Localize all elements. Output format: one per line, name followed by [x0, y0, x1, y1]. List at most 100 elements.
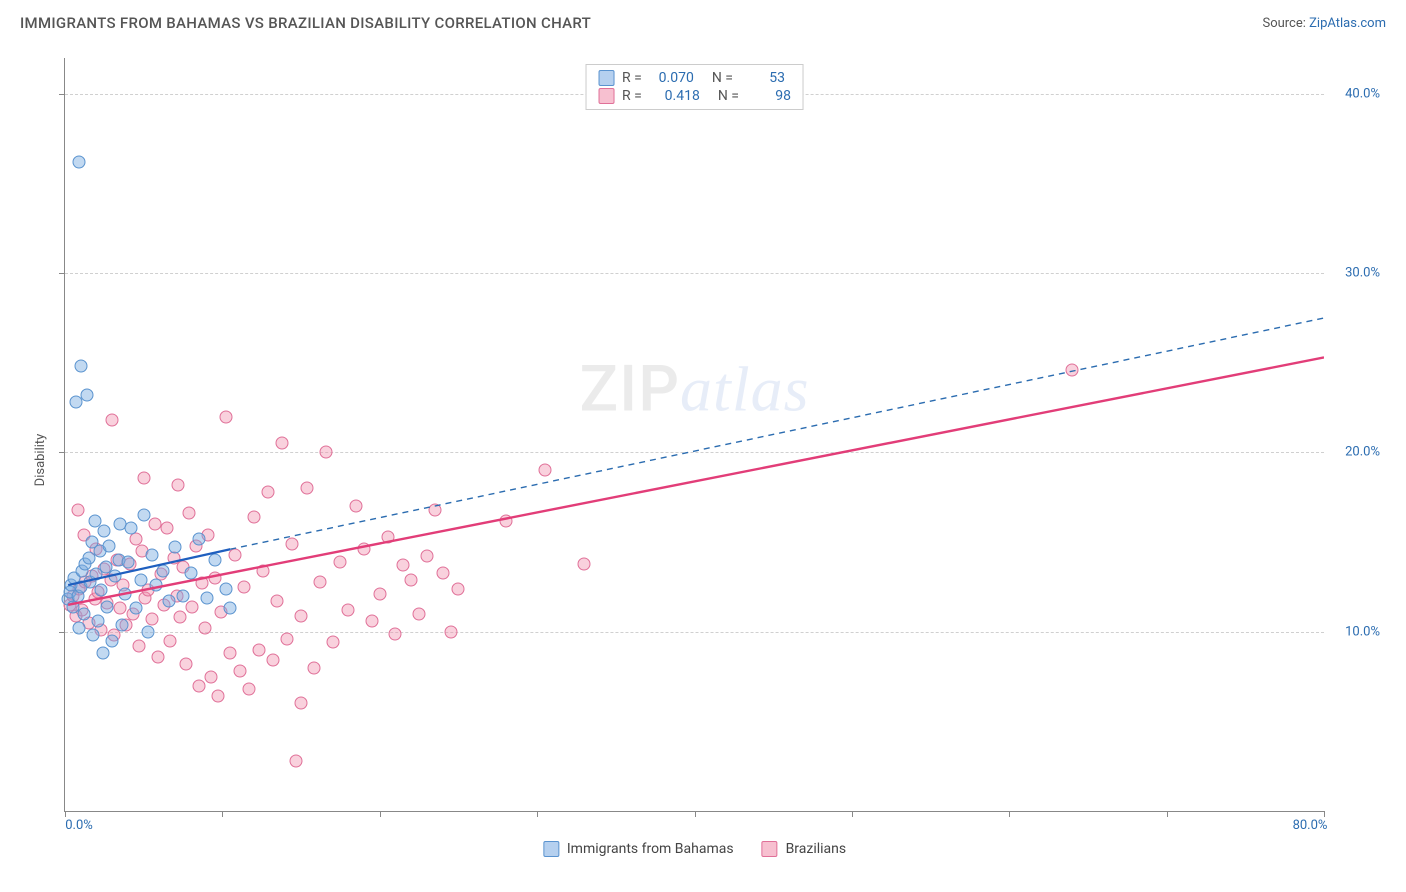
xtick: [1009, 811, 1010, 817]
data-point-pink: [326, 636, 339, 649]
data-point-pink: [313, 575, 326, 588]
data-point-pink: [389, 627, 402, 640]
data-point-blue: [118, 588, 131, 601]
chart-title: IMMIGRANTS FROM BAHAMAS VS BRAZILIAN DIS…: [20, 14, 591, 32]
gridline-h: [65, 452, 1324, 453]
data-point-pink: [307, 661, 320, 674]
data-point-pink: [164, 634, 177, 647]
data-point-blue: [224, 602, 237, 615]
data-point-blue: [142, 625, 155, 638]
data-point-pink: [180, 658, 193, 671]
data-point-pink: [228, 548, 241, 561]
data-point-pink: [199, 622, 212, 635]
data-point-blue: [125, 521, 138, 534]
data-point-blue: [134, 573, 147, 586]
data-point-pink: [224, 647, 237, 660]
y-axis-label: Disability: [33, 434, 48, 487]
watermark-left: ZIP: [579, 352, 680, 427]
data-point-blue: [192, 532, 205, 545]
data-point-pink: [205, 670, 218, 683]
data-point-pink: [114, 602, 127, 615]
data-point-blue: [129, 602, 142, 615]
gridline-h: [65, 632, 1324, 633]
legend-swatch-blue: [598, 70, 614, 86]
data-point-pink: [151, 650, 164, 663]
ytick: [59, 94, 65, 95]
data-point-pink: [145, 613, 158, 626]
data-point-pink: [247, 510, 260, 523]
xtick: [380, 811, 381, 817]
data-point-blue: [96, 647, 109, 660]
data-point-blue: [98, 525, 111, 538]
data-point-pink: [295, 609, 308, 622]
xtick: [695, 811, 696, 817]
data-point-blue: [219, 582, 232, 595]
legend-label-blue: Immigrants from Bahamas: [567, 841, 734, 857]
data-point-pink: [365, 614, 378, 627]
legend-n-label: N =: [712, 70, 733, 86]
legend-swatch-pink: [762, 841, 778, 857]
data-point-pink: [428, 503, 441, 516]
data-point-pink: [262, 485, 275, 498]
data-point-pink: [219, 410, 232, 423]
data-point-blue: [77, 607, 90, 620]
legend-item-blue: Immigrants from Bahamas: [543, 841, 734, 857]
data-point-pink: [243, 683, 256, 696]
legend-r-label: R =: [622, 70, 642, 86]
trend-lines-layer: [65, 58, 1324, 811]
legend-r-label: R =: [622, 88, 642, 104]
correlation-legend: R = 0.070 N = 53 R = 0.418 N = 98: [585, 64, 804, 110]
data-point-blue: [208, 554, 221, 567]
legend-row-pink: R = 0.418 N = 98: [598, 87, 791, 105]
legend-row-blue: R = 0.070 N = 53: [598, 69, 791, 87]
data-point-pink: [295, 697, 308, 710]
data-point-pink: [373, 588, 386, 601]
data-point-pink: [301, 482, 314, 495]
data-point-blue: [106, 634, 119, 647]
legend-swatch-blue: [543, 841, 559, 857]
ytick: [59, 632, 65, 633]
data-point-blue: [115, 618, 128, 631]
data-point-pink: [271, 595, 284, 608]
gridline-h: [65, 273, 1324, 274]
data-point-pink: [420, 550, 433, 563]
legend-n-blue: 53: [743, 70, 785, 86]
xtick: [852, 811, 853, 817]
data-point-blue: [95, 584, 108, 597]
data-point-pink: [208, 571, 221, 584]
ytick-label: 20.0%: [1345, 445, 1380, 460]
data-point-pink: [280, 632, 293, 645]
data-point-blue: [74, 360, 87, 373]
data-point-pink: [285, 537, 298, 550]
data-point-blue: [184, 566, 197, 579]
data-point-pink: [381, 530, 394, 543]
trend-line: [230, 318, 1324, 549]
data-point-blue: [73, 622, 86, 635]
data-point-blue: [169, 541, 182, 554]
watermark: ZIPatlas: [579, 352, 809, 427]
data-point-blue: [200, 591, 213, 604]
data-point-pink: [436, 566, 449, 579]
data-point-pink: [276, 437, 289, 450]
data-point-pink: [71, 503, 84, 516]
data-point-blue: [177, 589, 190, 602]
data-point-pink: [444, 625, 457, 638]
source-link[interactable]: ZipAtlas.com: [1309, 16, 1386, 31]
data-point-pink: [137, 471, 150, 484]
data-point-pink: [132, 640, 145, 653]
data-point-blue: [81, 389, 94, 402]
data-point-pink: [233, 665, 246, 678]
data-point-pink: [266, 654, 279, 667]
data-point-pink: [186, 600, 199, 613]
legend-r-pink: 0.418: [652, 88, 700, 104]
data-point-pink: [578, 557, 591, 570]
data-point-pink: [1066, 363, 1079, 376]
data-point-pink: [211, 690, 224, 703]
data-point-pink: [238, 580, 251, 593]
data-point-blue: [92, 614, 105, 627]
data-point-pink: [413, 607, 426, 620]
data-point-pink: [350, 500, 363, 513]
legend-n-pink: 98: [749, 88, 791, 104]
data-point-blue: [109, 570, 122, 583]
scatter-plot-area: ZIPatlas R = 0.070 N = 53 R = 0.418 N = …: [64, 58, 1324, 812]
